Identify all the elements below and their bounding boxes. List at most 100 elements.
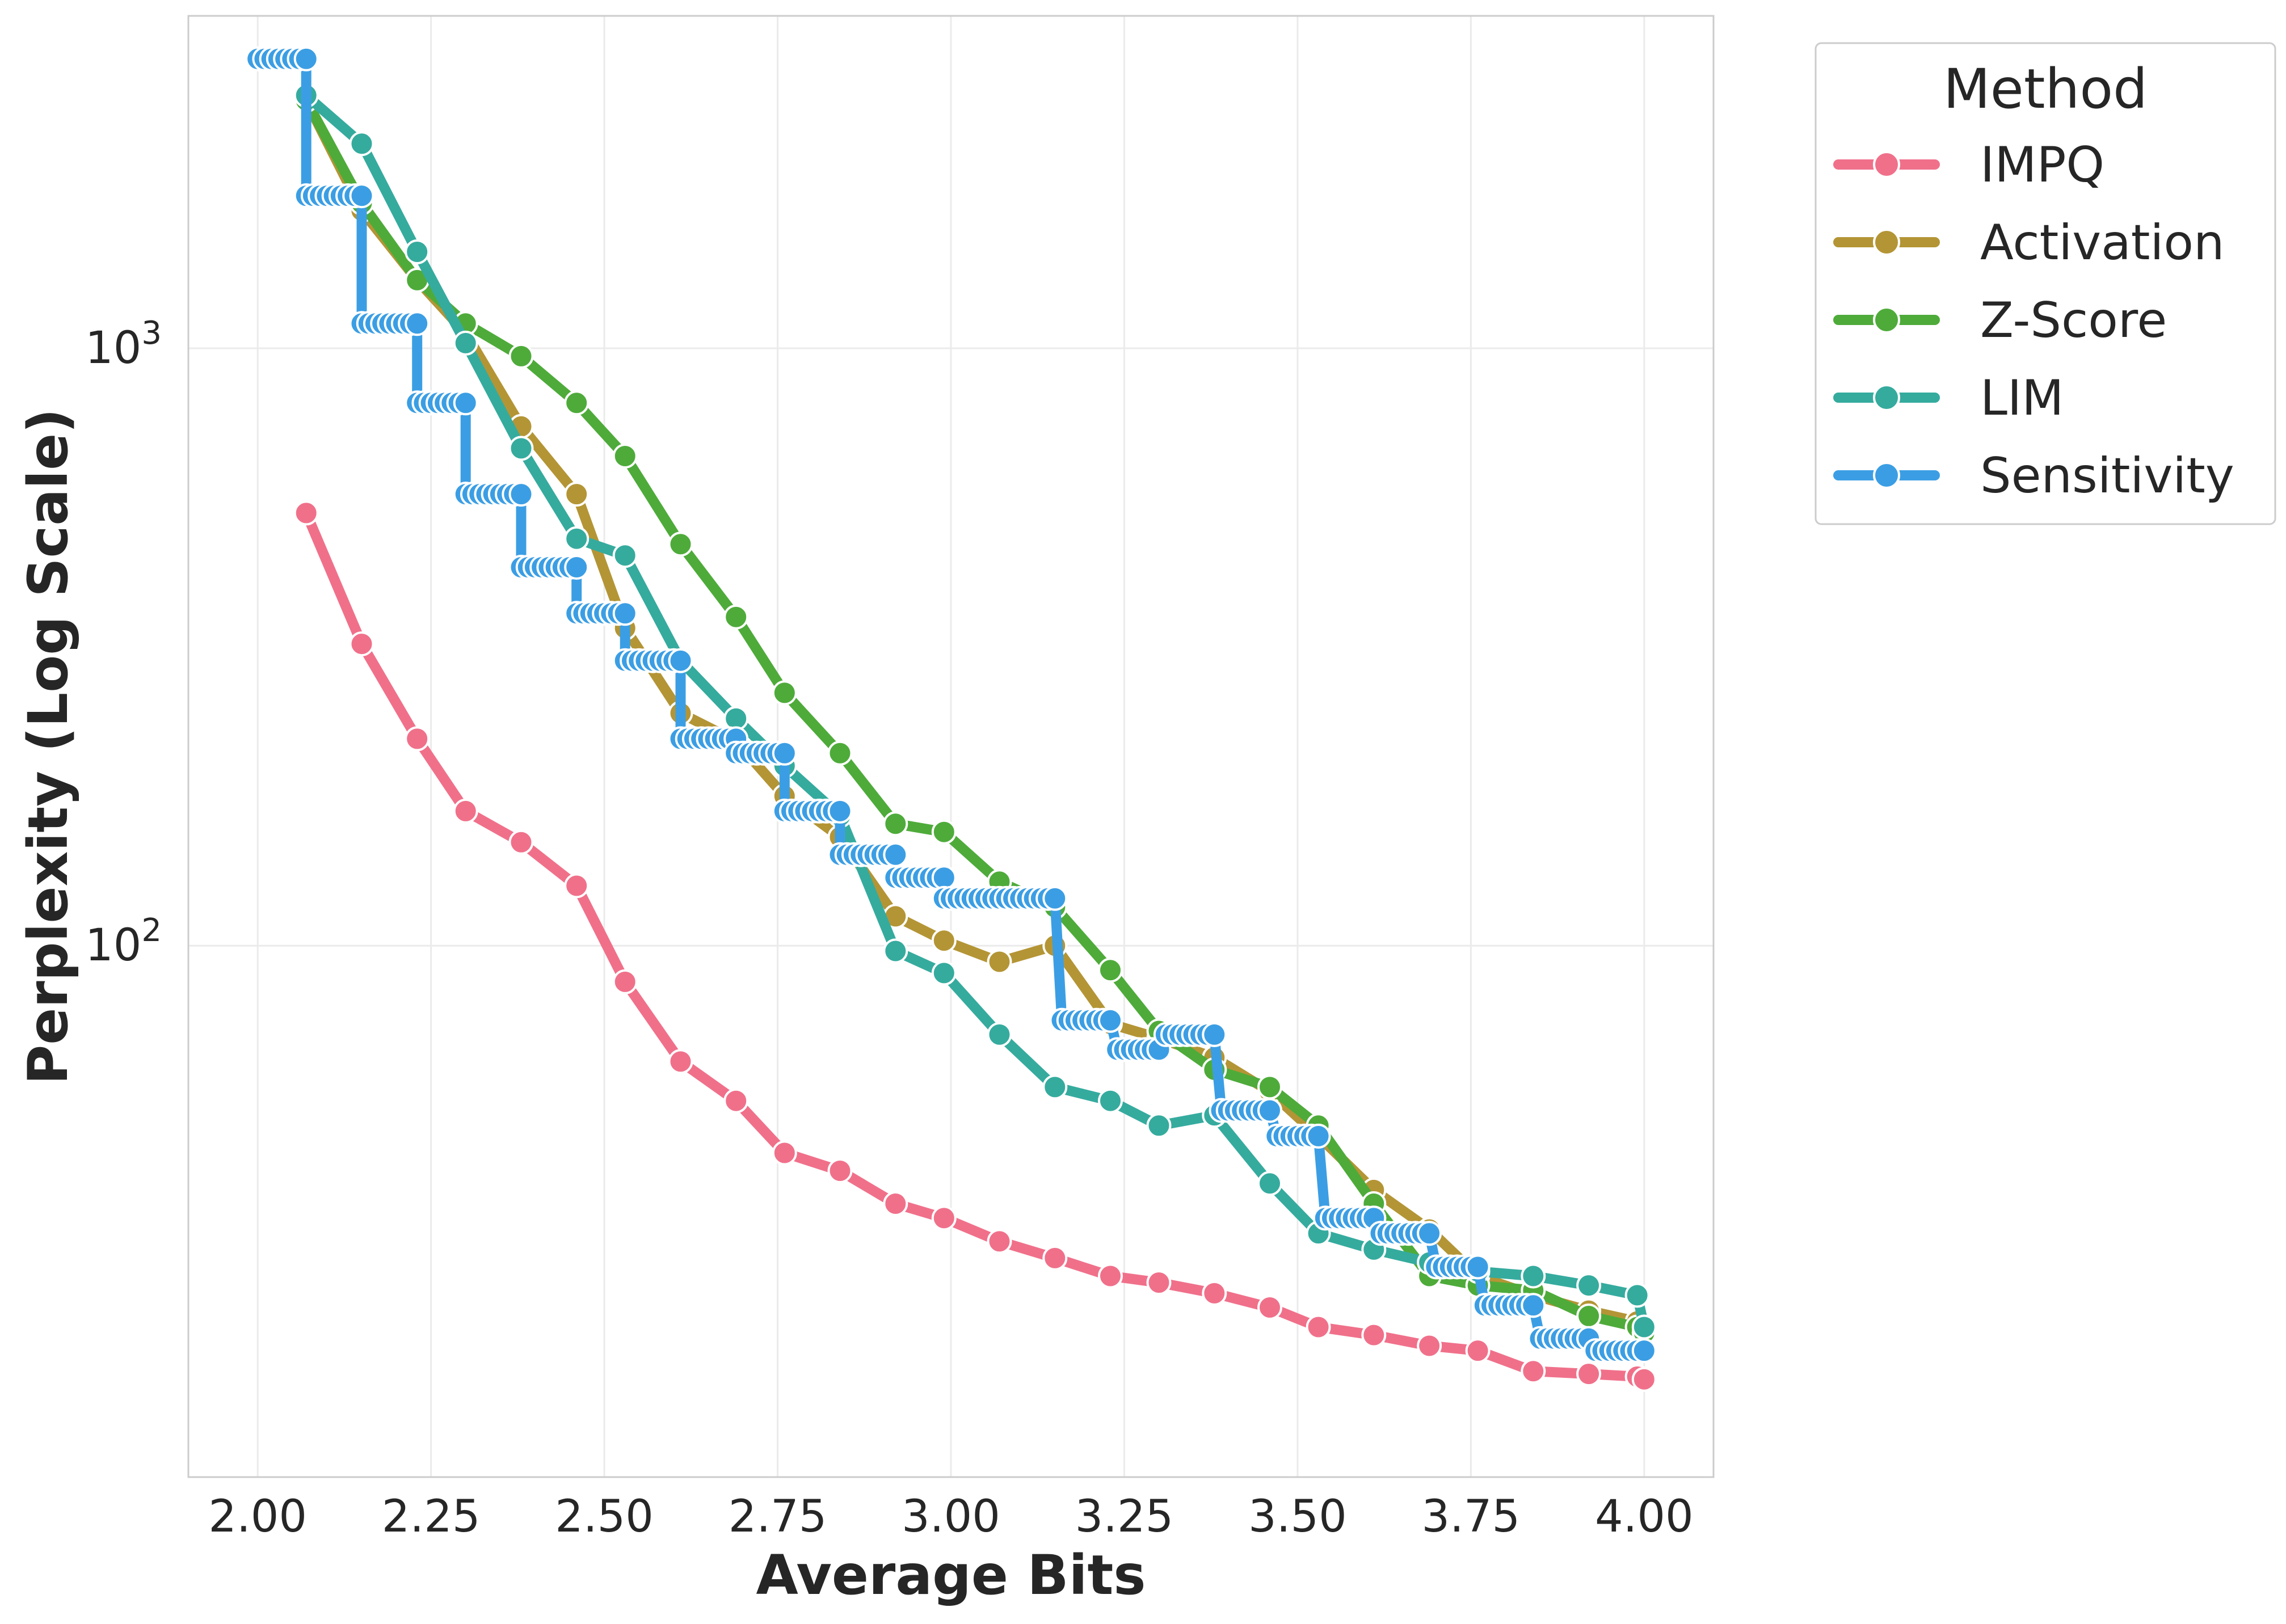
data-point	[1146, 1270, 1172, 1296]
data-point	[612, 543, 638, 568]
plot-frame	[187, 15, 1715, 1478]
series-layer	[245, 46, 1657, 1392]
legend-marker	[1873, 384, 1900, 411]
data-point	[564, 390, 590, 416]
data-point	[564, 526, 590, 551]
data-point	[1576, 1273, 1602, 1298]
data-point	[1576, 1361, 1602, 1387]
data-point	[827, 1158, 853, 1183]
data-point	[1306, 1123, 1331, 1149]
x-tick-label: 2.50	[555, 1491, 654, 1542]
data-point	[772, 740, 797, 766]
legend-item: Activation	[1833, 214, 2225, 271]
y-tick-label: 103	[85, 315, 162, 374]
legend-item: Z-Score	[1833, 292, 2167, 349]
y-axis-title: Perplexity (Log Scale)	[16, 408, 80, 1085]
x-tick-label: 2.25	[382, 1491, 481, 1542]
data-point	[1465, 1254, 1491, 1280]
data-point	[564, 482, 590, 507]
data-point	[1098, 1088, 1123, 1113]
legend-label: LIM	[1980, 370, 2064, 427]
data-point	[612, 601, 638, 626]
legend-marker	[1873, 229, 1900, 256]
data-point	[1631, 1338, 1657, 1364]
data-point	[1202, 1280, 1227, 1306]
data-point	[405, 726, 430, 752]
legend-marker	[1873, 306, 1900, 334]
legend-item: IMPQ	[1833, 137, 2104, 193]
data-point	[1631, 1366, 1657, 1392]
data-point	[1257, 1098, 1282, 1123]
data-point	[508, 482, 534, 507]
data-point	[349, 631, 374, 657]
data-point	[405, 311, 430, 336]
data-point	[987, 949, 1012, 975]
data-point	[293, 500, 319, 526]
data-point	[931, 960, 957, 986]
x-axis-title: Average Bits	[756, 1543, 1146, 1607]
data-point	[931, 928, 957, 954]
data-point	[293, 46, 319, 71]
data-point	[508, 436, 534, 461]
data-point	[1098, 1007, 1123, 1033]
data-point	[1257, 1295, 1282, 1320]
data-point	[723, 604, 749, 630]
data-point	[772, 1140, 797, 1166]
data-point	[1257, 1074, 1282, 1100]
data-point	[564, 873, 590, 899]
data-point	[668, 1049, 693, 1074]
data-point	[668, 648, 693, 673]
data-point	[1257, 1171, 1282, 1196]
data-point	[987, 1022, 1012, 1047]
data-point	[564, 555, 590, 580]
data-point	[1042, 1245, 1068, 1271]
data-point	[1521, 1263, 1546, 1289]
data-point	[827, 798, 853, 824]
data-point	[931, 1205, 957, 1231]
data-point	[453, 390, 478, 416]
data-point	[1417, 1333, 1442, 1359]
y-tick-label: 102	[85, 912, 162, 971]
x-tick-label: 2.00	[208, 1491, 307, 1542]
data-point	[668, 532, 693, 557]
data-point	[883, 938, 908, 964]
data-point	[883, 811, 908, 837]
data-point	[883, 1191, 908, 1216]
legend-label: Z-Score	[1980, 292, 2167, 349]
x-tick-label: 3.25	[1075, 1491, 1174, 1542]
data-point	[931, 865, 957, 891]
legend-label: IMPQ	[1980, 137, 2104, 193]
data-point	[1042, 1074, 1068, 1100]
legend: Method IMPQ Activation Z-Score LIM Sensitivi…	[1815, 42, 2276, 525]
x-tick-label: 2.75	[729, 1491, 827, 1542]
data-point	[1576, 1304, 1602, 1328]
legend-marker	[1873, 151, 1900, 178]
data-point	[1521, 1359, 1546, 1384]
legend-label: Activation	[1980, 214, 2225, 271]
data-point	[453, 798, 478, 824]
legend-item: LIM	[1833, 370, 2064, 427]
x-tick-label: 3.00	[902, 1491, 1000, 1542]
data-point	[1465, 1338, 1491, 1364]
data-point	[1098, 957, 1123, 983]
data-point	[508, 829, 534, 855]
legend-marker	[1873, 462, 1900, 489]
data-point	[612, 444, 638, 469]
tick-labels: 2.00 2.25 2.50 2.75 3.00 3.25 3.50 3.75 4.00 102 1…	[85, 315, 1694, 1542]
data-point	[1306, 1314, 1331, 1340]
data-point	[931, 819, 957, 845]
data-point	[1042, 885, 1068, 911]
data-point	[1631, 1314, 1657, 1340]
x-tick-label: 4.00	[1595, 1491, 1694, 1542]
legend-title: Method	[1943, 57, 2148, 121]
legend-label: Sensitivity	[1980, 448, 2234, 504]
x-tick-label: 3.75	[1422, 1491, 1521, 1542]
data-point	[883, 842, 908, 867]
x-tick-label: 3.50	[1248, 1491, 1347, 1542]
data-point	[1521, 1293, 1546, 1318]
data-point	[723, 1088, 749, 1113]
data-point	[987, 1229, 1012, 1254]
data-point	[1624, 1283, 1650, 1308]
data-point	[453, 330, 478, 356]
